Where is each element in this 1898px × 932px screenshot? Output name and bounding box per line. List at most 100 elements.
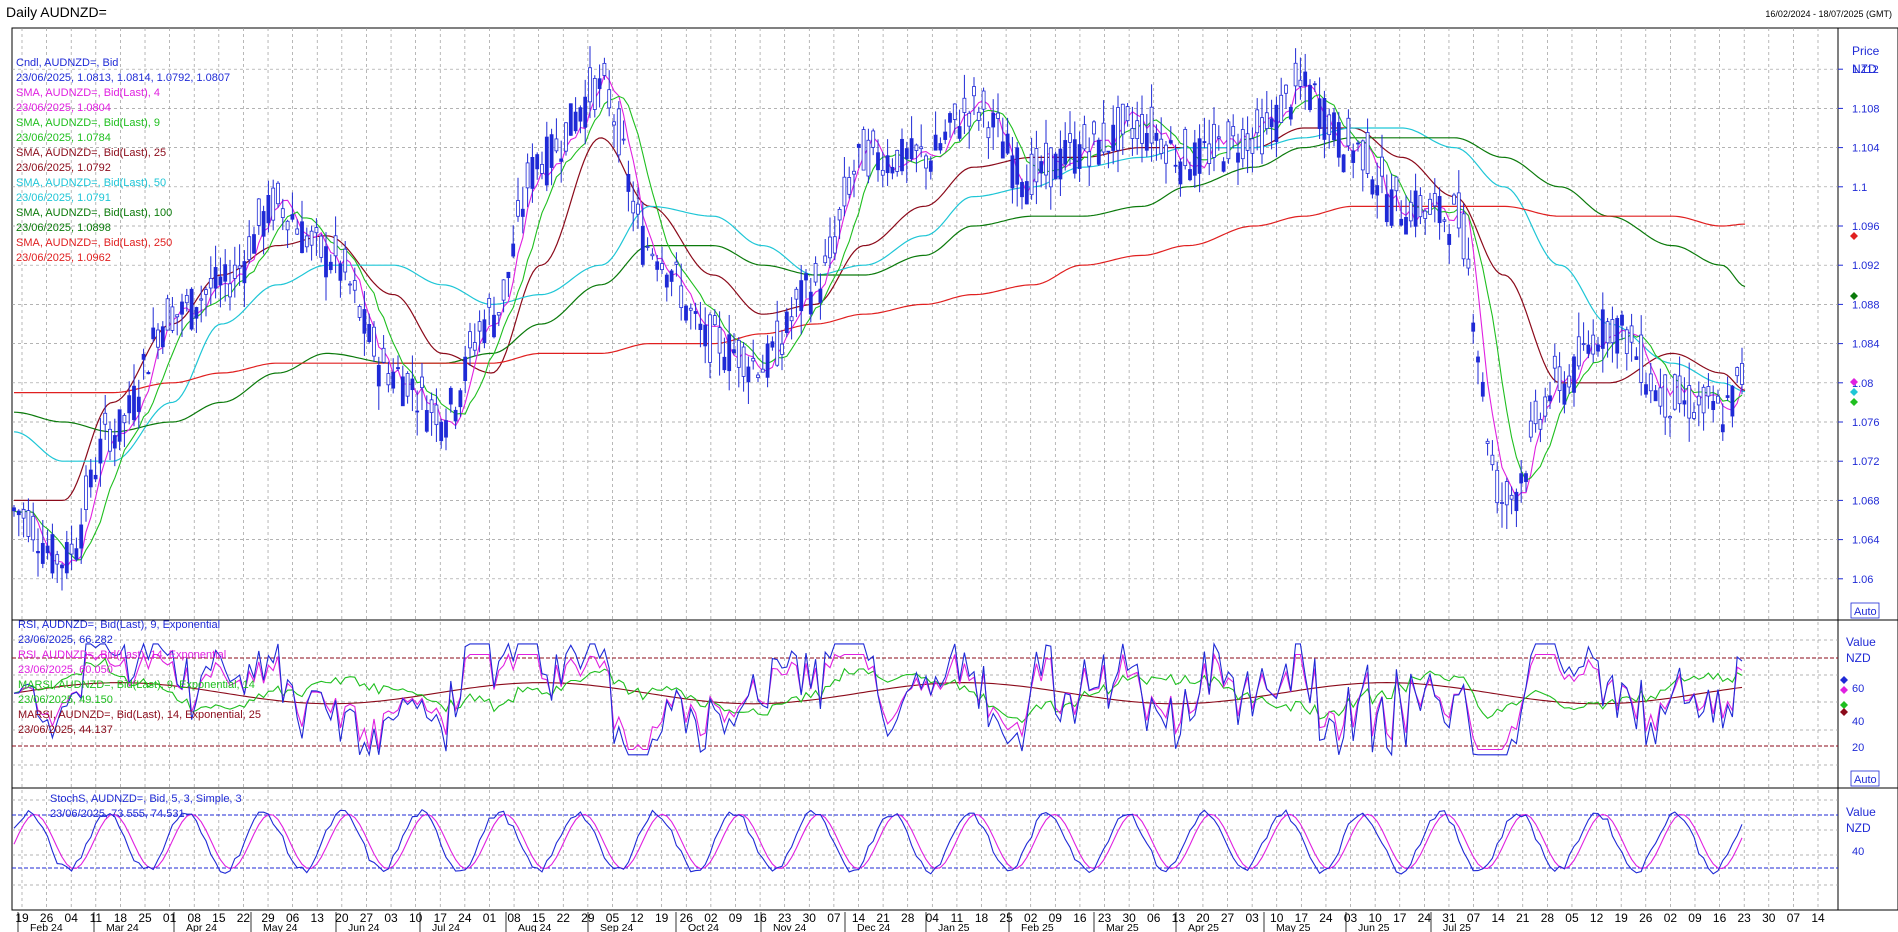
- candle-body: [1130, 128, 1135, 139]
- candle-body: [1629, 325, 1634, 343]
- candle-body: [890, 166, 895, 174]
- candle-body: [568, 103, 573, 136]
- candle-body: [448, 387, 453, 405]
- stoch-legend-value: 23/06/2025, 73.555, 74.531: [50, 808, 185, 820]
- x-month-label: Sep 24: [600, 922, 633, 932]
- rsi-auto-button[interactable]: [1850, 770, 1880, 787]
- candle-body: [1423, 210, 1428, 219]
- x-day-label: 07: [827, 911, 841, 925]
- candle-body: [1476, 356, 1480, 363]
- candle-body: [362, 309, 367, 334]
- candle-body: [1600, 309, 1605, 349]
- x-month-label: Oct 24: [688, 922, 719, 932]
- price-auto-button[interactable]: [1850, 602, 1880, 619]
- candle-body: [564, 122, 568, 152]
- sma250-line: [14, 205, 1746, 394]
- candle-body: [424, 410, 429, 432]
- x-day-label: 18: [114, 911, 128, 925]
- x-day-label: 28: [1541, 911, 1555, 925]
- candle-body: [1634, 356, 1639, 360]
- candle-body: [386, 373, 391, 386]
- candle-body: [919, 146, 924, 150]
- x-day-label: 07: [1787, 911, 1801, 925]
- candle-body: [1250, 138, 1255, 154]
- price-tick-label: 1.1: [1852, 182, 1867, 194]
- candle-body: [1207, 143, 1212, 164]
- candle-body: [180, 301, 184, 315]
- candle-body: [98, 438, 103, 464]
- candle-body: [1327, 114, 1332, 136]
- x-day-label: 25: [999, 911, 1013, 925]
- x-day-label: 23: [1098, 911, 1112, 925]
- x-day-label: 03: [384, 911, 398, 925]
- x-day-label: 17: [434, 911, 448, 925]
- sma4-marker: [1850, 378, 1858, 386]
- candle-body: [21, 509, 26, 519]
- candle-body: [1231, 126, 1236, 137]
- candle-body: [132, 385, 136, 421]
- candle-body: [1322, 98, 1327, 140]
- price-tick-label: 1.076: [1852, 417, 1880, 429]
- candle-body: [357, 305, 362, 318]
- price-axis-title: Price: [1852, 44, 1880, 58]
- candle-body: [1639, 334, 1644, 383]
- candle-body: [727, 334, 732, 372]
- candle-body: [112, 435, 117, 449]
- sma50-marker: [1850, 388, 1858, 396]
- candle-body: [309, 230, 314, 246]
- candle-body: [405, 373, 410, 397]
- candle-body: [712, 315, 717, 326]
- candle-body: [184, 295, 189, 304]
- candlesticks: [12, 46, 1744, 591]
- candle-body: [818, 288, 823, 303]
- candle-body: [1730, 385, 1735, 417]
- stoch-axis-unit: NZD: [1846, 821, 1871, 835]
- candle-body: [962, 97, 967, 113]
- candle-body: [530, 157, 535, 189]
- rsi-lines: [13, 641, 1743, 757]
- candle-body: [991, 112, 996, 128]
- candle-body: [784, 311, 789, 334]
- x-day-label: 24: [1319, 911, 1333, 925]
- rsi-legend-value: 23/06/2025, 60.050: [18, 664, 113, 676]
- x-day-label: 23: [1738, 911, 1752, 925]
- candle-body: [775, 320, 780, 366]
- candle-body: [664, 274, 669, 288]
- candle-body: [40, 542, 45, 564]
- x-day-label: 12: [1590, 911, 1604, 925]
- candle-body: [1413, 190, 1418, 227]
- candle-body: [242, 261, 247, 284]
- candle-body: [1648, 373, 1653, 392]
- x-day-label: 15: [212, 911, 226, 925]
- candle-body: [1116, 107, 1120, 151]
- x-day-label: 28: [901, 911, 915, 925]
- candle-body: [948, 113, 952, 123]
- x-day-label: 03: [1245, 911, 1259, 925]
- candle-body: [535, 154, 540, 170]
- candle-body: [472, 342, 477, 351]
- chart-header: Daily AUDNZD= 16/02/2024 - 18/07/2025 (G…: [6, 4, 1892, 20]
- candle-body: [468, 331, 472, 349]
- candle-body: [895, 149, 900, 172]
- candle-body: [1658, 387, 1663, 407]
- candle-body: [1024, 181, 1029, 205]
- candle-body: [376, 364, 381, 387]
- candle-body: [1077, 144, 1082, 169]
- x-day-label: 18: [975, 911, 989, 925]
- rsi-horizontal-grid: [12, 639, 1838, 886]
- candle-body: [1471, 322, 1476, 332]
- x-month-label: Jan 25: [938, 922, 970, 932]
- candle-body: [1548, 395, 1552, 402]
- candle-body: [314, 227, 319, 234]
- candle-body: [1596, 344, 1600, 352]
- candle-body: [1672, 374, 1677, 410]
- marsi9-marker: [1840, 701, 1848, 709]
- candle-body: [1341, 154, 1346, 173]
- x-day-label: 26: [40, 911, 54, 925]
- candle-body: [146, 372, 151, 375]
- candle-body: [1087, 151, 1092, 167]
- candle-body: [1557, 366, 1562, 392]
- x-day-label: 19: [15, 911, 29, 925]
- x-month-label: May 25: [1276, 922, 1311, 932]
- candle-body: [482, 319, 487, 344]
